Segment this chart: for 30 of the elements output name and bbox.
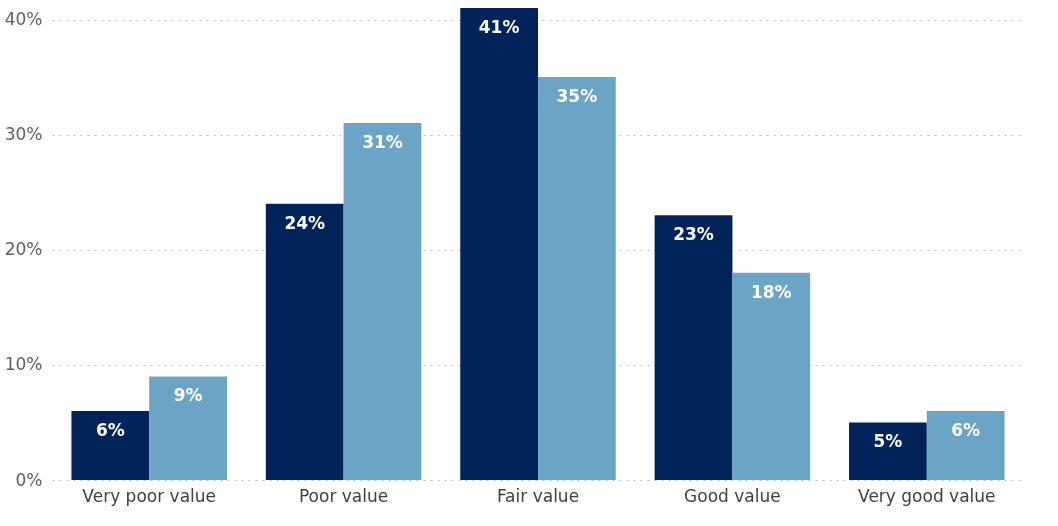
x-tick-label: Very good value: [858, 485, 996, 506]
y-tick-label: 0%: [15, 469, 43, 490]
bar: [460, 8, 538, 480]
data-label: 6%: [95, 419, 125, 440]
x-tick-label: Good value: [684, 485, 781, 506]
bar: [732, 272, 811, 480]
data-label: 41%: [478, 17, 520, 37]
bar: [343, 123, 422, 480]
y-tick-label: 10%: [4, 354, 43, 375]
y-tick-label: 30%: [4, 124, 43, 145]
bar: [926, 410, 1005, 480]
bar: [71, 410, 150, 480]
data-label: 18%: [750, 281, 792, 302]
x-tick-label: Poor value: [298, 485, 389, 506]
data-label: 35%: [556, 86, 598, 107]
data-label: 23%: [673, 224, 714, 245]
bar: [538, 77, 616, 480]
bar: [149, 376, 227, 480]
x-tick-label: Very poor value: [82, 485, 217, 506]
data-label: 5%: [873, 431, 903, 452]
data-label: 6%: [951, 419, 981, 440]
y-tick-label: 20%: [4, 239, 43, 260]
data-label: 9%: [173, 385, 203, 406]
data-label: 24%: [284, 212, 326, 233]
x-tick-label: Fair value: [496, 485, 580, 506]
data-label: 31%: [362, 132, 403, 153]
bar: [265, 203, 344, 480]
bar: [654, 215, 733, 480]
y-tick-label: 40%: [4, 9, 43, 30]
bar: [849, 422, 927, 480]
